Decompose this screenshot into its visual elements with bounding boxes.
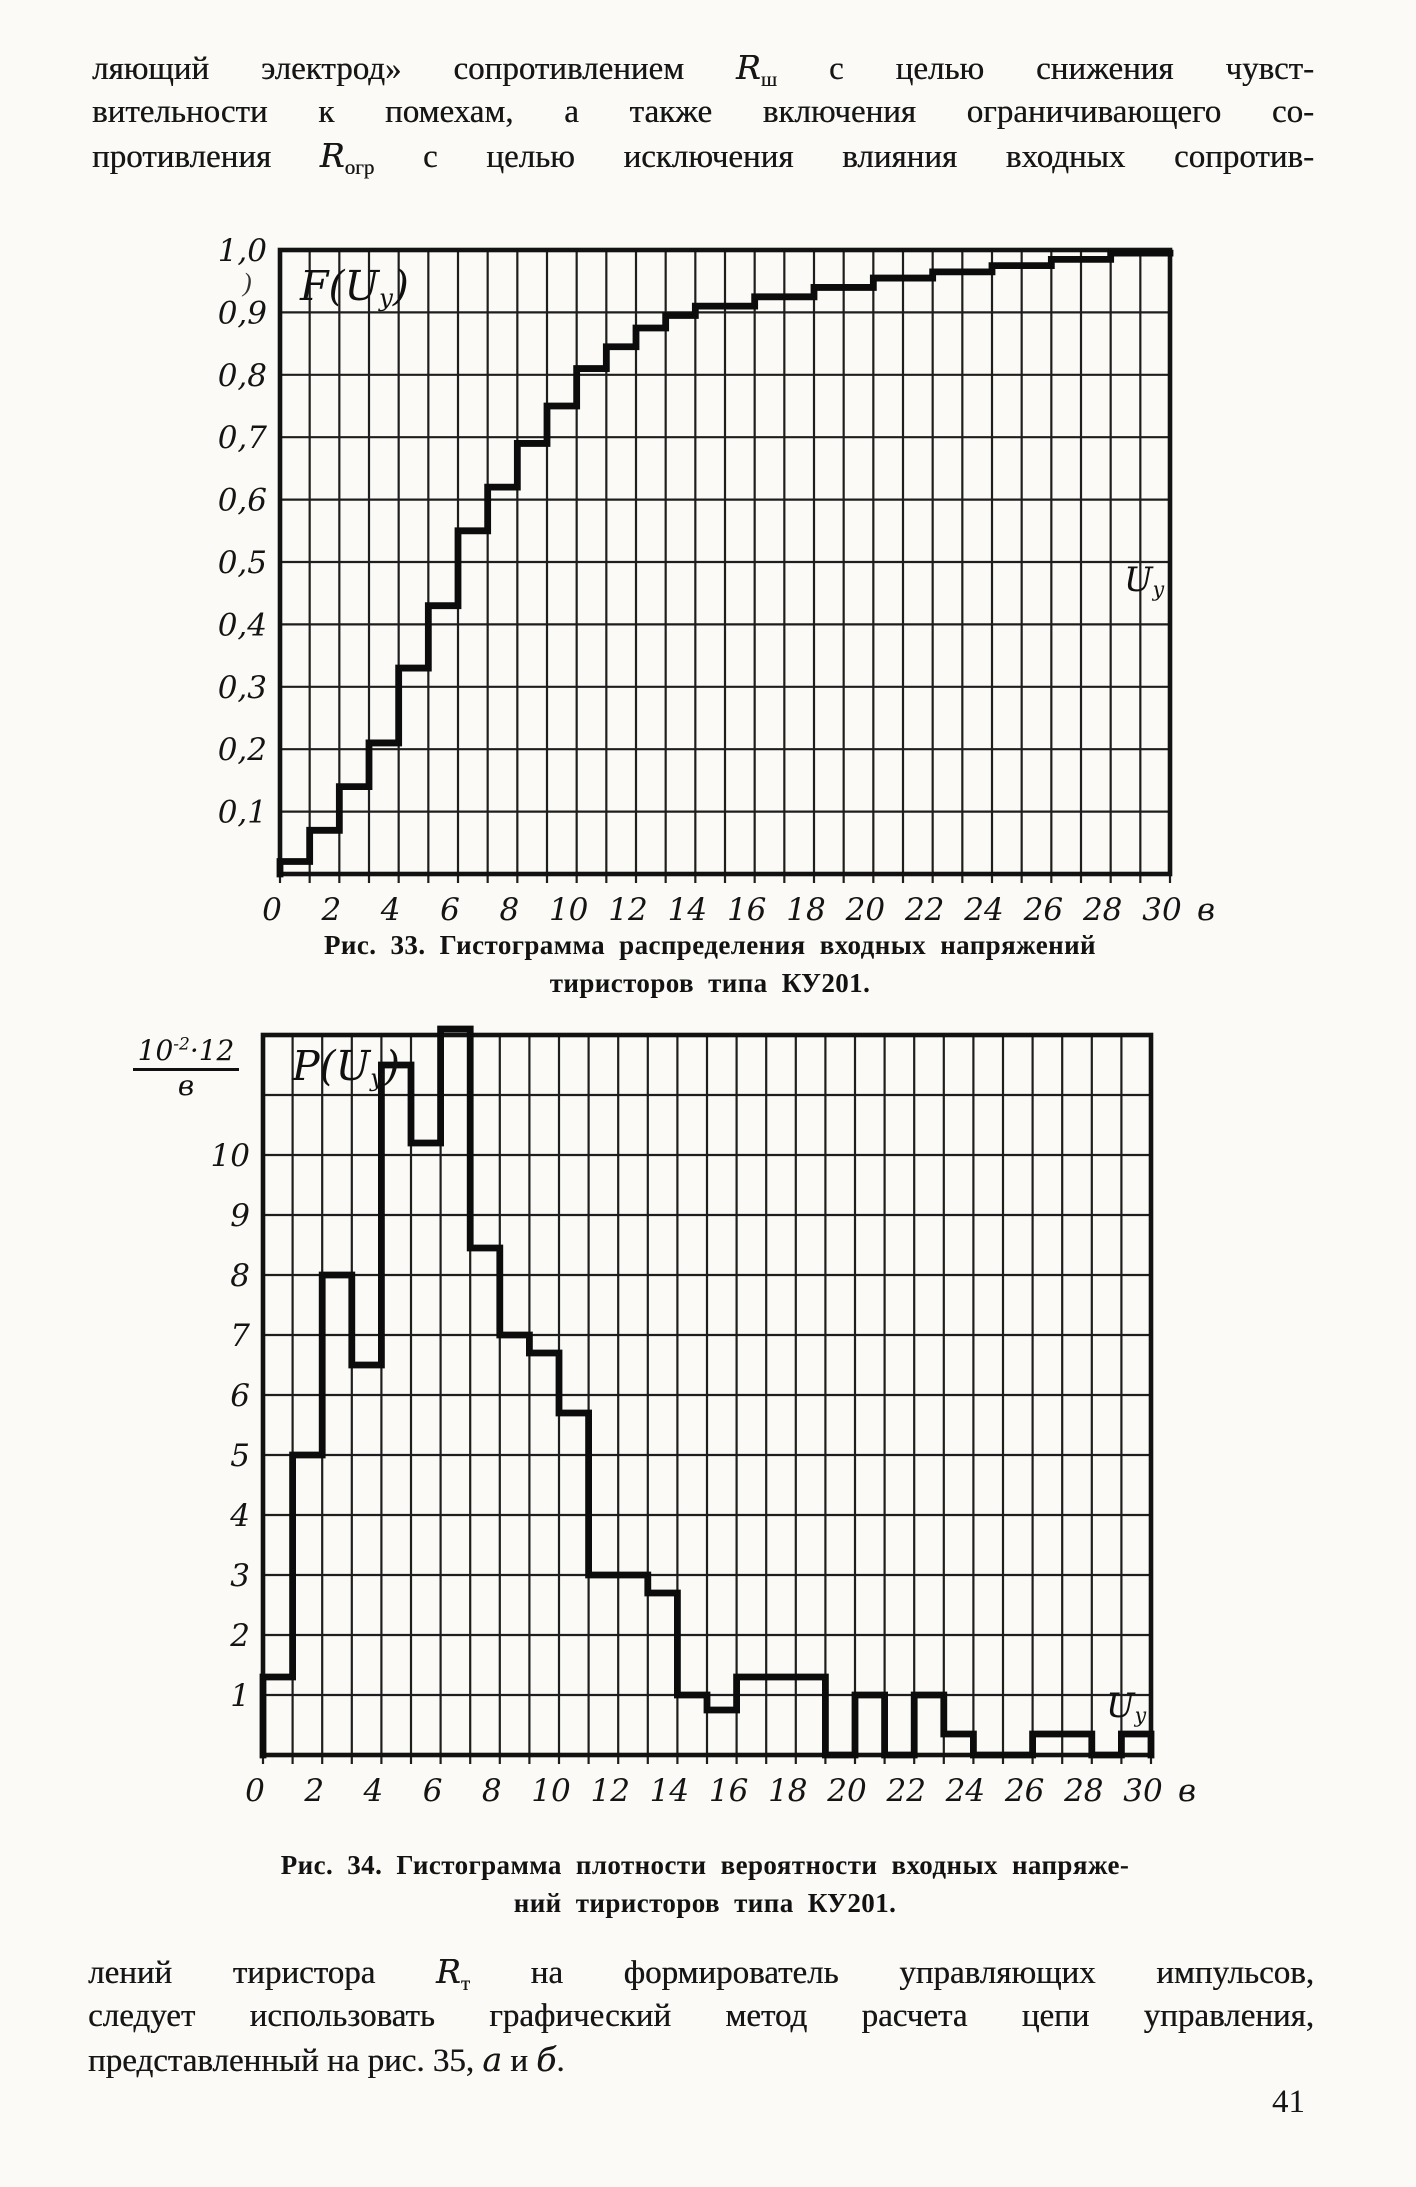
resistance-symbol: R — [319, 136, 345, 175]
svg-text:16: 16 — [727, 892, 766, 928]
svg-text:3: 3 — [230, 1558, 250, 1594]
text-run: представленный на рис. 35, — [88, 2043, 483, 2079]
svg-text:0,8: 0,8 — [218, 358, 267, 394]
fig33-x-variable-label: Uy — [1124, 560, 1165, 602]
resistance-symbol: R — [735, 48, 761, 87]
subscript: т — [460, 1971, 470, 1995]
svg-text:22: 22 — [885, 1773, 925, 1809]
text-run: и — [502, 2043, 537, 2079]
subscript: огр — [344, 155, 375, 179]
svg-text:16: 16 — [709, 1773, 748, 1809]
svg-text:30: 30 — [1123, 1773, 1162, 1809]
svg-text:18: 18 — [786, 892, 825, 928]
scan-artifact: ) — [243, 268, 252, 297]
paragraph-line: противления Rогр с целью исключения влия… — [92, 134, 1314, 179]
top-paragraph: ляющий электрод» сопротивлением Rш с цел… — [92, 46, 1314, 179]
fig33-caption: Рис. 33. Гистограмма распределения входн… — [170, 926, 1250, 1002]
text-run: на формирователь управляющих импульсов, — [470, 1955, 1314, 1991]
svg-text:2: 2 — [320, 892, 341, 928]
caption-line: тиристоров типа КУ201. — [549, 968, 871, 998]
caption-line: Рис. 33. Гистограмма распределения входн… — [324, 930, 1096, 960]
svg-text:8: 8 — [482, 1773, 502, 1809]
resistance-symbol: R — [435, 1952, 461, 1991]
svg-text:0: 0 — [245, 1773, 265, 1809]
bottom-paragraph: лений тиристора Rт на формирователь упра… — [88, 1950, 1314, 2083]
caption-line: ний тиристоров типа КУ201. — [513, 1888, 897, 1918]
svg-text:6: 6 — [440, 892, 460, 928]
svg-text:0,1: 0,1 — [218, 795, 267, 831]
svg-text:24: 24 — [963, 892, 1003, 928]
svg-text:6: 6 — [230, 1378, 250, 1414]
svg-text:28: 28 — [1063, 1773, 1103, 1809]
svg-text:14: 14 — [668, 892, 707, 928]
svg-text:в: в — [1178, 1773, 1196, 1809]
svg-text:2: 2 — [229, 1618, 250, 1654]
svg-text:1: 1 — [230, 1678, 250, 1714]
fig34-scale-label: 10-2·12 в — [128, 1036, 244, 1101]
svg-text:4: 4 — [229, 1498, 250, 1534]
svg-text:0,4: 0,4 — [218, 607, 267, 643]
svg-text:24: 24 — [945, 1773, 985, 1809]
svg-text:30: 30 — [1142, 892, 1181, 928]
subscript: ш — [760, 67, 777, 91]
svg-text:10: 10 — [531, 1773, 570, 1809]
fig34-x-variable-label: Uy — [1106, 1686, 1147, 1728]
paragraph-line: лений тиристора Rт на формирователь упра… — [88, 1950, 1314, 1995]
svg-text:0,5: 0,5 — [218, 545, 267, 581]
svg-text:10: 10 — [549, 892, 588, 928]
svg-text:18: 18 — [768, 1773, 807, 1809]
fig33-cdf-chart: 0,10,20,30,40,50,60,70,80,91,00 2 4 6 8 10 12 1… — [218, 236, 1215, 928]
svg-text:0,3: 0,3 — [218, 670, 267, 706]
svg-text:5: 5 — [230, 1438, 250, 1474]
text-run: следует использовать графический метод р… — [88, 1998, 1314, 2034]
svg-text:9: 9 — [230, 1198, 250, 1234]
svg-text:22: 22 — [904, 892, 944, 928]
svg-text:1,0: 1,0 — [218, 236, 267, 269]
fig33-function-label: F(Uy) — [300, 262, 409, 313]
svg-text:28: 28 — [1082, 892, 1122, 928]
text-run: лений тиристора — [88, 1955, 436, 1991]
fig34-caption: Рис. 34. Гистограмма плотности вероятнос… — [150, 1846, 1260, 1922]
svg-text:12: 12 — [590, 1773, 629, 1809]
svg-text:10: 10 — [211, 1138, 250, 1174]
svg-text:26: 26 — [1004, 1773, 1044, 1809]
text-run: . — [556, 2043, 565, 2079]
figure-part-letter: б — [536, 2040, 557, 2079]
svg-text:8: 8 — [499, 892, 519, 928]
paragraph-line: ляющий электрод» сопротивлением Rш с цел… — [92, 46, 1314, 91]
svg-text:0: 0 — [262, 892, 282, 928]
svg-text:14: 14 — [650, 1773, 689, 1809]
figure-part-letter: а — [482, 2040, 502, 2079]
svg-text:0,2: 0,2 — [218, 732, 267, 768]
svg-text:20: 20 — [826, 1773, 866, 1809]
svg-text:4: 4 — [380, 892, 401, 928]
paragraph-line: представленный на рис. 35, а и б. — [88, 2038, 1314, 2083]
caption-line: Рис. 34. Гистограмма плотности вероятнос… — [280, 1850, 1130, 1880]
page-number: 41 — [1272, 2084, 1305, 2120]
text-run: ляющий электрод» сопротивлением — [92, 51, 736, 87]
svg-text:7: 7 — [230, 1318, 250, 1354]
text-run: с целью снижения чувст- — [776, 51, 1314, 87]
text-run: противления — [92, 139, 320, 175]
svg-text:в: в — [1197, 892, 1215, 928]
svg-text:6: 6 — [423, 1773, 443, 1809]
svg-text:26: 26 — [1023, 892, 1063, 928]
svg-text:0,7: 0,7 — [218, 420, 268, 456]
text-run: с целью исключения влияния входных сопро… — [374, 139, 1314, 175]
svg-text:8: 8 — [230, 1258, 250, 1294]
svg-text:12: 12 — [608, 892, 647, 928]
svg-text:20: 20 — [845, 892, 885, 928]
svg-text:0,6: 0,6 — [218, 483, 267, 519]
svg-text:2: 2 — [303, 1773, 324, 1809]
paragraph-line: вительности к помехам, а также включения… — [92, 91, 1314, 134]
paragraph-line: следует использовать графический метод р… — [88, 1995, 1314, 2038]
fig34-function-label: P(Uy) — [292, 1042, 401, 1093]
svg-text:4: 4 — [363, 1773, 384, 1809]
text-run: вительности к помехам, а также включения… — [92, 94, 1314, 130]
svg-text:0,9: 0,9 — [218, 295, 267, 331]
